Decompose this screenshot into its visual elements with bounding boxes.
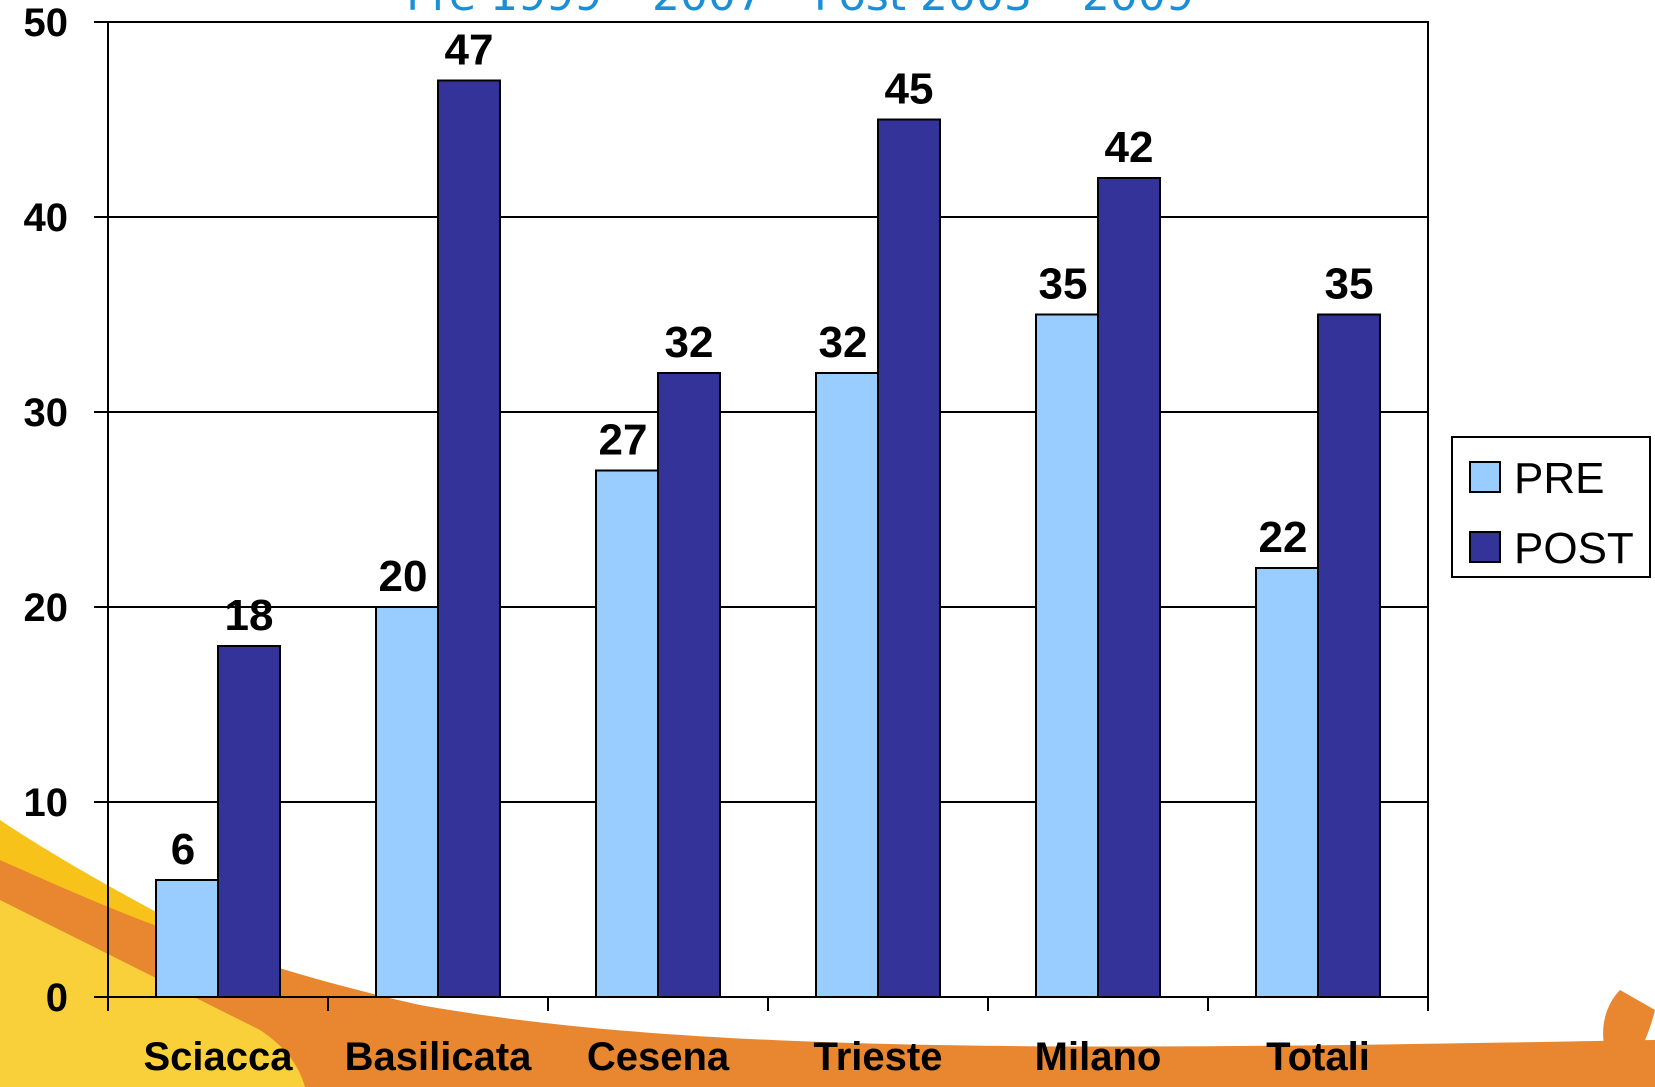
- bar-pre-totali: [1255, 567, 1319, 998]
- bar-post-trieste: [877, 118, 941, 998]
- decoration-corner-ornament: [1603, 990, 1655, 1075]
- bar-post-basilicata: [437, 79, 501, 998]
- category-label: Trieste: [814, 1035, 943, 1079]
- category-label: Cesena: [587, 1035, 730, 1079]
- y-tick-label: 40: [24, 196, 69, 240]
- bars: [155, 79, 1381, 998]
- bar-post-milano: [1097, 177, 1161, 998]
- bar-pre-milano: [1035, 313, 1099, 998]
- data-labels: 6 18 20 47 27 32 32 45 35 42 22 35: [171, 26, 1374, 875]
- data-label-pre: 20: [379, 552, 428, 601]
- bar-post-cesena: [657, 372, 721, 998]
- y-tick-label: 50: [24, 1, 69, 45]
- category-label: Milano: [1035, 1035, 1162, 1079]
- data-label-pre: 35: [1039, 260, 1088, 309]
- data-label-post: 35: [1325, 260, 1374, 309]
- category-label: Totali: [1266, 1035, 1370, 1079]
- legend: PRE POST: [1451, 436, 1651, 578]
- bar-pre-cesena: [595, 469, 659, 998]
- category-label: Sciacca: [143, 1035, 293, 1079]
- data-label-post: 32: [665, 318, 714, 367]
- bar-pre-sciacca: [155, 879, 219, 998]
- bar-post-totali: [1317, 313, 1381, 998]
- data-label-pre: 27: [599, 416, 648, 465]
- chart-title: Pre 1999 – 2007 – Post 2003 – 2009: [406, 0, 1194, 21]
- data-label-post: 47: [445, 26, 494, 75]
- y-tick-label: 30: [24, 391, 69, 435]
- y-tick-label: 10: [24, 781, 69, 825]
- legend-swatch-post: [1469, 531, 1501, 563]
- data-label-pre: 6: [171, 825, 195, 874]
- bar-pre-basilicata: [375, 606, 439, 998]
- legend-swatch-pre: [1469, 461, 1501, 493]
- data-label-pre: 22: [1259, 513, 1308, 562]
- legend-label-post: POST: [1514, 524, 1634, 573]
- y-tick-label: 20: [24, 586, 69, 630]
- plot-area: [107, 21, 1429, 998]
- gridlines: [108, 216, 1428, 803]
- data-label-post: 18: [225, 591, 274, 640]
- y-tick-label: 0: [46, 976, 68, 1020]
- x-axis: Sciacca Basilicata Cesena Trieste Milano Tota…: [108, 996, 1429, 1079]
- data-label-post: 42: [1105, 123, 1154, 172]
- data-label-pre: 32: [819, 318, 868, 367]
- data-label-post: 45: [885, 65, 934, 114]
- category-label: Basilicata: [345, 1035, 533, 1079]
- decoration-yellow-band: [0, 900, 305, 1087]
- bar-post-sciacca: [217, 645, 281, 998]
- legend-label-pre: PRE: [1514, 454, 1604, 503]
- decoration-orange-swoosh: [0, 860, 1655, 1087]
- y-axis: 0 10 20 30 40 50: [24, 1, 109, 1020]
- bar-pre-trieste: [815, 372, 879, 998]
